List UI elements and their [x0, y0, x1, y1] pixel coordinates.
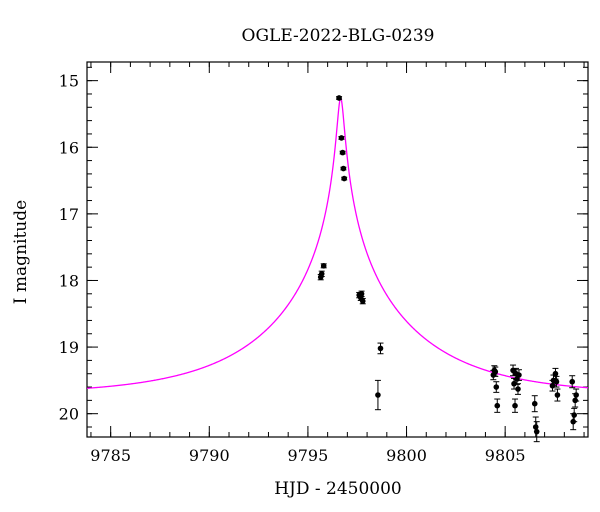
x-tick-label: 9785 [90, 446, 131, 465]
data-point [336, 95, 342, 101]
model-curve [87, 97, 588, 389]
data-point [531, 400, 538, 407]
data-point [375, 392, 381, 398]
data-point [532, 424, 539, 430]
y-tick-label: 18 [59, 271, 79, 290]
x-tick-label: 9805 [485, 446, 526, 465]
data-point [340, 165, 347, 172]
plot-frame [86, 61, 589, 438]
data-point [318, 271, 325, 277]
data-point [492, 368, 499, 375]
data-point [320, 263, 327, 269]
data-point [515, 386, 521, 392]
x-tick-label: 9800 [386, 446, 427, 465]
plot-area: 9785 9790 9795 9800 9805 15 16 17 18 19 20 [59, 61, 589, 465]
x-tick-label: 9795 [288, 446, 329, 465]
x-axis-label: HJD - 2450000 [274, 479, 402, 499]
x-tick-label: 9790 [189, 446, 230, 465]
y-tick-label: 16 [59, 138, 79, 157]
y-tick-label: 20 [59, 405, 79, 424]
data-point [338, 135, 345, 141]
data-point [511, 380, 517, 387]
data-point [516, 372, 522, 378]
data-point [512, 402, 518, 409]
y-tick-label: 17 [59, 205, 79, 224]
data-point [493, 384, 500, 390]
data-point [573, 392, 579, 398]
data-point [377, 345, 384, 352]
y-tick-label: 19 [59, 338, 79, 357]
data-point [533, 428, 540, 435]
data-point [339, 149, 346, 156]
data-point [553, 378, 560, 385]
data-point [571, 412, 577, 418]
data-point [494, 402, 501, 409]
data-point [359, 298, 366, 304]
data-point [552, 370, 559, 377]
data-point [572, 397, 578, 404]
data-point [569, 378, 576, 385]
data-point [341, 175, 348, 182]
data-point [358, 290, 365, 297]
y-tick-label: 15 [59, 72, 79, 91]
y-axis-label: I magnitude [11, 200, 31, 304]
chart-title: OGLE-2022-BLG-0239 [242, 26, 435, 46]
data-point [554, 392, 561, 398]
